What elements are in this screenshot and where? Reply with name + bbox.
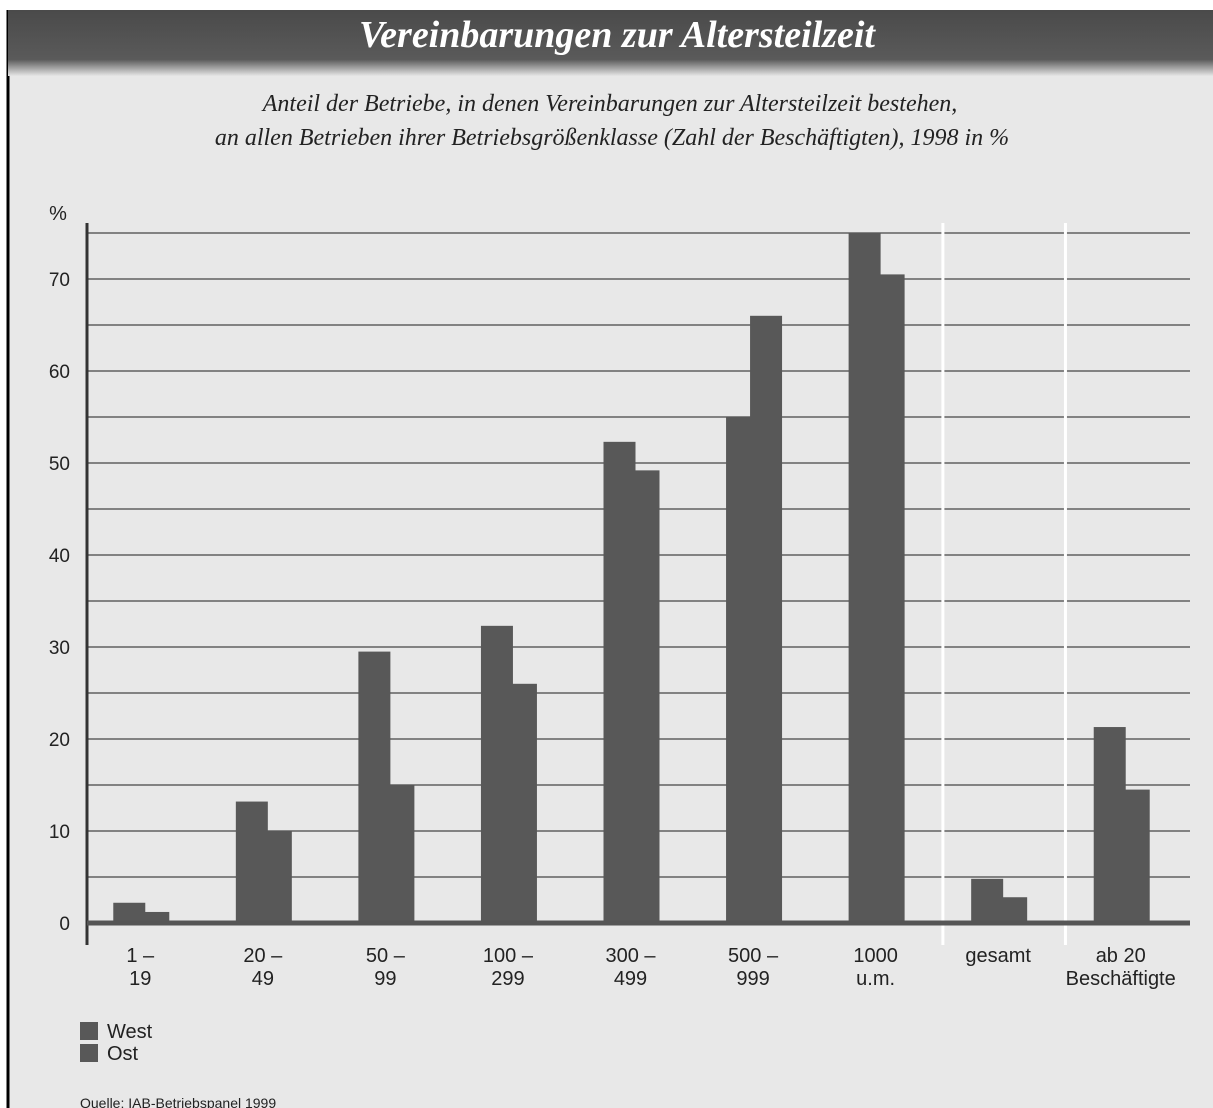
legend-label: Ost [107, 1043, 139, 1065]
y-tick-label: 20 [49, 730, 70, 751]
y-tick-label: 10 [49, 822, 70, 843]
chart-title: Vereinbarungen zur Altersteilzeit [359, 14, 876, 56]
subtitle: Anteil der Betriebe, in denen Vereinbaru… [261, 91, 958, 117]
bar [382, 785, 415, 923]
x-tick-label: 999 [736, 968, 769, 990]
bar [137, 911, 170, 923]
legend-swatch [80, 1022, 98, 1040]
x-tick-label: 1 – [126, 945, 155, 967]
x-tick-label: 100 – [483, 945, 534, 967]
y-tick-label: 70 [49, 270, 70, 291]
legend-swatch [80, 1044, 98, 1062]
y-tick-label: 40 [49, 546, 70, 567]
source: Quelle: IAB-Betriebspanel 1999 [80, 1095, 276, 1108]
y-tick-label: 50 [49, 454, 70, 475]
x-tick-label: 99 [374, 968, 396, 990]
x-tick-label: 50 – [366, 945, 406, 967]
bar [627, 470, 660, 923]
x-tick-label: 299 [491, 968, 524, 990]
bar [995, 897, 1028, 923]
y-axis-label: % [49, 203, 67, 225]
y-tick-label: 60 [49, 362, 70, 383]
bar [504, 683, 537, 923]
y-tick-label: 0 [59, 914, 70, 935]
bar [750, 315, 783, 923]
x-tick-label: gesamt [965, 945, 1031, 967]
x-tick-label: 20 – [243, 945, 283, 967]
legend-label: West [107, 1021, 153, 1043]
x-tick-label: 49 [252, 968, 274, 990]
title-bar [8, 10, 1213, 76]
x-tick-label: Beschäftigte [1066, 968, 1176, 990]
x-tick-label: 19 [129, 968, 151, 990]
subtitle: an allen Betrieben ihrer Betriebsgrößenk… [215, 125, 1009, 151]
x-tick-label: 1000 [853, 945, 898, 967]
y-tick-label: 30 [49, 638, 70, 659]
x-tick-label: 500 – [728, 945, 779, 967]
x-tick-label: ab 20 [1096, 945, 1146, 967]
x-tick-label: u.m. [856, 968, 895, 990]
bar [259, 831, 292, 923]
x-tick-label: 300 – [605, 945, 656, 967]
x-tick-label: 499 [614, 968, 647, 990]
bar [872, 274, 905, 923]
bar [1117, 789, 1150, 923]
